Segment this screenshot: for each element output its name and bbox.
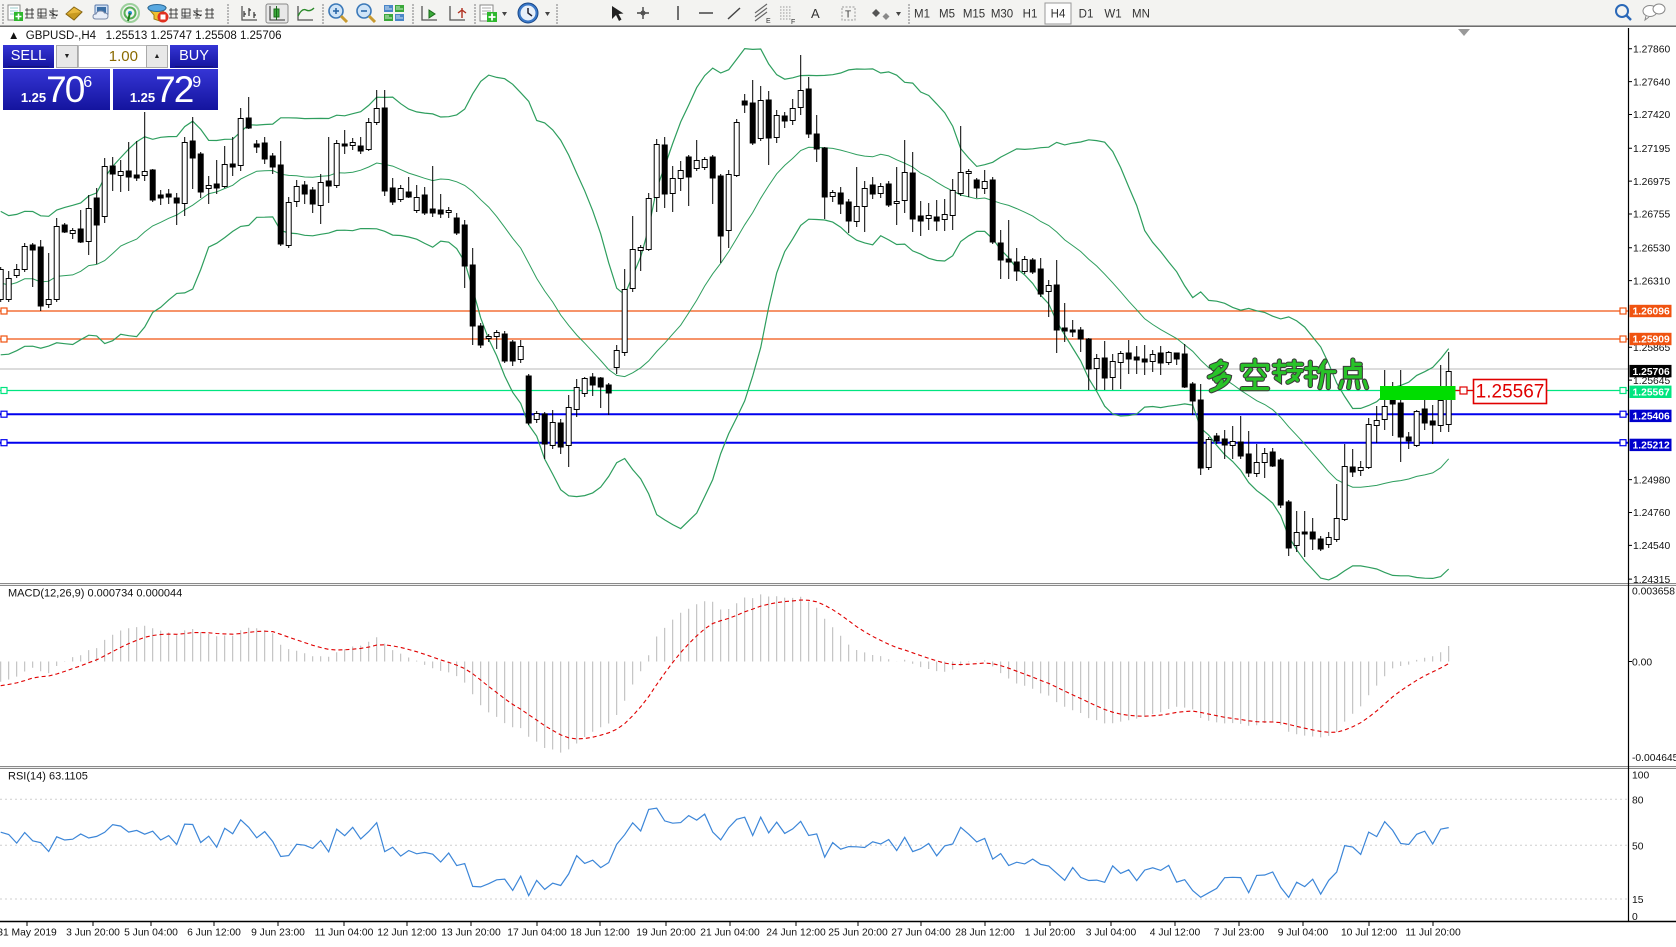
svg-text:5 Jun 04:00: 5 Jun 04:00	[124, 928, 178, 939]
svg-text:F: F	[791, 19, 795, 26]
svg-text:15: 15	[1632, 895, 1644, 906]
svg-text:-0.004645: -0.004645	[1632, 753, 1676, 764]
svg-text:19 Jun 20:00: 19 Jun 20:00	[636, 928, 696, 939]
svg-text:7 Jul 23:00: 7 Jul 23:00	[1214, 928, 1265, 939]
svg-text:1.25212: 1.25212	[1633, 441, 1670, 452]
svg-text:10 Jul 12:00: 10 Jul 12:00	[1341, 928, 1397, 939]
svg-text:T: T	[845, 10, 851, 21]
svg-text:E: E	[766, 18, 771, 25]
svg-text:1 Jul 20:00: 1 Jul 20:00	[1025, 928, 1076, 939]
svg-text:M15: M15	[963, 9, 985, 21]
svg-text:100: 100	[1632, 771, 1649, 782]
svg-text:3 Jun 20:00: 3 Jun 20:00	[66, 928, 120, 939]
svg-text:17 Jun 04:00: 17 Jun 04:00	[507, 928, 567, 939]
svg-text:27 Jun 04:00: 27 Jun 04:00	[891, 928, 951, 939]
svg-text:M1: M1	[914, 9, 930, 21]
svg-text:1.24760: 1.24760	[1633, 508, 1670, 519]
svg-text:1.25567: 1.25567	[1476, 382, 1545, 403]
svg-text:25 Jun 20:00: 25 Jun 20:00	[828, 928, 888, 939]
svg-text:M5: M5	[939, 9, 955, 21]
svg-text:1.24540: 1.24540	[1633, 541, 1670, 552]
svg-text:A: A	[811, 6, 820, 21]
svg-text:1.25567: 1.25567	[1633, 388, 1670, 399]
svg-text:H1: H1	[1023, 9, 1038, 21]
svg-text:0.00: 0.00	[1632, 658, 1652, 669]
svg-text:18 Jun 12:00: 18 Jun 12:00	[570, 928, 630, 939]
svg-text:1.25406: 1.25406	[1633, 412, 1670, 423]
svg-text:1.26530: 1.26530	[1633, 243, 1670, 254]
svg-text:1.26310: 1.26310	[1633, 276, 1670, 287]
svg-text:MN: MN	[1132, 9, 1150, 21]
svg-text:11 Jul 20:00: 11 Jul 20:00	[1405, 928, 1461, 939]
svg-text:6 Jun 12:00: 6 Jun 12:00	[187, 928, 241, 939]
svg-text:80: 80	[1632, 795, 1644, 806]
svg-text:28 Jun 12:00: 28 Jun 12:00	[955, 928, 1015, 939]
svg-text:W1: W1	[1104, 9, 1121, 21]
svg-text:50: 50	[1632, 841, 1644, 852]
svg-text:11 Jun 04:00: 11 Jun 04:00	[315, 928, 374, 939]
svg-text:1.24980: 1.24980	[1633, 475, 1670, 486]
svg-text:D1: D1	[1079, 9, 1094, 21]
svg-text:1.25706: 1.25706	[1633, 367, 1670, 378]
svg-text:0: 0	[1632, 912, 1638, 923]
svg-text:1.25865: 1.25865	[1633, 343, 1670, 354]
svg-text:1.27640: 1.27640	[1633, 77, 1670, 88]
svg-text:1.25645: 1.25645	[1633, 376, 1670, 387]
svg-text:1.25909: 1.25909	[1633, 335, 1670, 346]
svg-text:1.27195: 1.27195	[1633, 144, 1670, 155]
svg-text:1.27860: 1.27860	[1633, 44, 1670, 55]
svg-text:MACD(12,26,9) 0.000734 0.00004: MACD(12,26,9) 0.000734 0.000044	[8, 588, 182, 600]
svg-text:31 May 2019: 31 May 2019	[0, 928, 57, 939]
svg-text:0.003658: 0.003658	[1632, 587, 1675, 598]
svg-text:1.24315: 1.24315	[1633, 575, 1670, 586]
svg-text:H4: H4	[1051, 9, 1066, 21]
svg-text:4 Jul 12:00: 4 Jul 12:00	[1150, 928, 1201, 939]
svg-text:12 Jun 12:00: 12 Jun 12:00	[377, 928, 437, 939]
svg-text:9 Jun 23:00: 9 Jun 23:00	[251, 928, 305, 939]
svg-text:3 Jul 04:00: 3 Jul 04:00	[1086, 928, 1137, 939]
svg-text:1.27420: 1.27420	[1633, 110, 1670, 121]
svg-text:24 Jun 12:00: 24 Jun 12:00	[766, 928, 826, 939]
svg-text:RSI(14) 63.1105: RSI(14) 63.1105	[8, 771, 88, 783]
svg-text:13 Jun 20:00: 13 Jun 20:00	[441, 928, 501, 939]
svg-text:1.26975: 1.26975	[1633, 177, 1670, 188]
svg-text:1.26096: 1.26096	[1633, 307, 1670, 318]
svg-text:9 Jul 04:00: 9 Jul 04:00	[1278, 928, 1329, 939]
svg-text:21 Jun 04:00: 21 Jun 04:00	[700, 928, 760, 939]
svg-text:1.26755: 1.26755	[1633, 210, 1670, 221]
svg-text:M30: M30	[991, 9, 1013, 21]
